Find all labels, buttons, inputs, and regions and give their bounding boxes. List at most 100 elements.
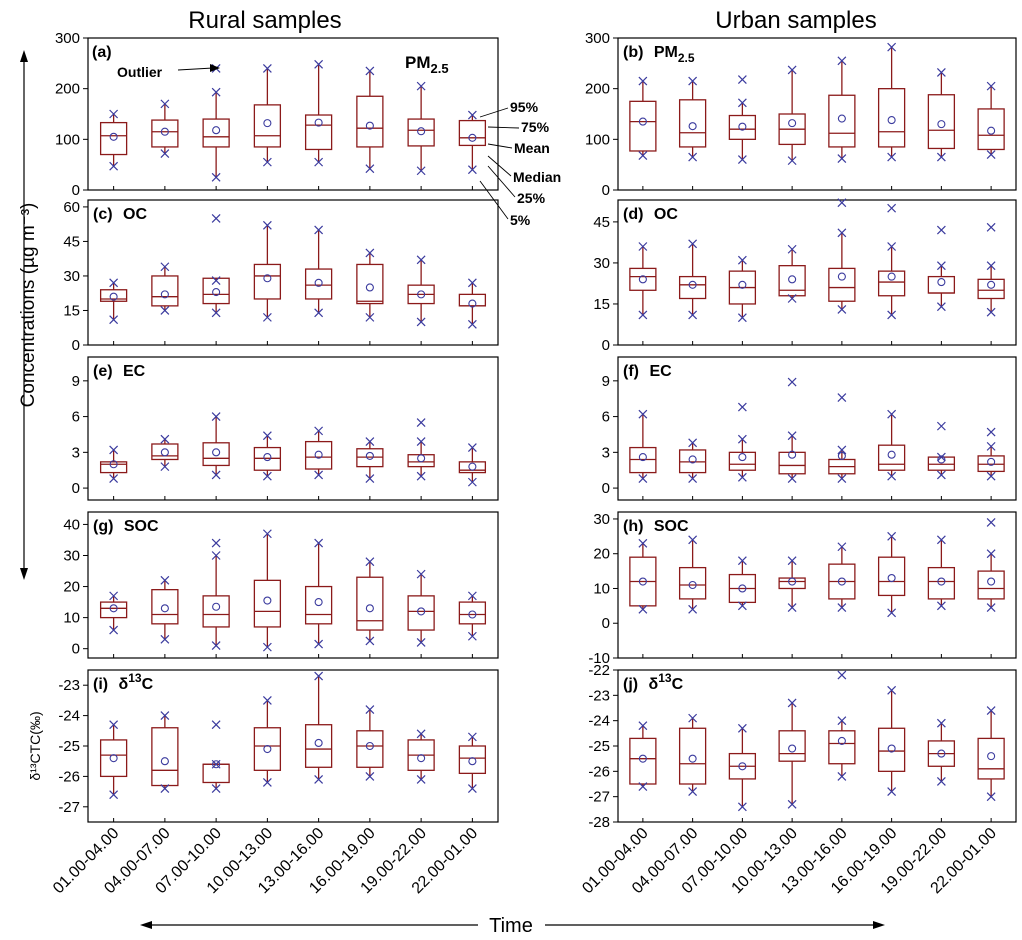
p95-marker (467, 591, 477, 601)
p5-marker (467, 165, 477, 175)
box-16.00-19.00 (356, 66, 384, 174)
annotation-pointer (487, 165, 516, 198)
box-22.00-01.00 (977, 261, 1005, 317)
box-iqr (202, 763, 230, 784)
p5-marker (986, 471, 996, 481)
p5-marker (837, 305, 847, 314)
box-iqr (304, 585, 333, 625)
mean-marker (887, 272, 896, 281)
mean-marker (638, 117, 647, 126)
p95-marker (365, 437, 375, 447)
y-tick-label: 0 (72, 480, 80, 497)
box-iqr (877, 270, 906, 297)
p5-marker (837, 771, 847, 781)
p95-note: 95% (510, 99, 539, 115)
left-column-title: Rural samples (188, 7, 341, 34)
box-01.00-04.00 (99, 109, 128, 171)
p5-marker (211, 470, 221, 480)
box-13.00-16.00 (304, 59, 333, 167)
p5-marker (737, 802, 747, 812)
mean-marker (788, 450, 797, 459)
p95-marker (416, 437, 426, 447)
mean-marker (109, 132, 118, 141)
box-16.00-19.00 (356, 557, 384, 646)
box-iqr (678, 727, 707, 785)
mean-marker (109, 292, 118, 301)
box-iqr (458, 601, 487, 625)
box-iqr (778, 451, 806, 475)
panel-label: (a) (92, 44, 112, 61)
panel-b: 0 100 200 300 (b) PM2.5 (585, 30, 1017, 199)
p5-marker (467, 631, 477, 641)
box-19.00-22.00 (407, 569, 435, 647)
p95-marker (365, 705, 375, 714)
y-tick-label: 0 (602, 615, 610, 632)
panel-label: (i) δ13C (93, 671, 154, 693)
outlier-marker (936, 225, 946, 235)
box-07.00-10.00 (728, 434, 757, 482)
p5-marker (887, 787, 897, 797)
box-22.00-01.00 (977, 549, 1005, 613)
box-10.00-13.00 (778, 65, 806, 166)
p95-marker (936, 535, 946, 545)
box-iqr (253, 579, 282, 628)
p5-marker (638, 604, 648, 614)
p95-marker (737, 98, 747, 108)
outlier-marker (837, 198, 847, 208)
box-iqr (151, 275, 179, 307)
y-tick-label: -24 (588, 713, 610, 730)
y-tick-label: 0 (72, 641, 80, 658)
p5-marker (109, 161, 119, 171)
box-iqr (304, 440, 333, 470)
box-16.00-19.00 (356, 437, 384, 483)
box-16.00-19.00 (877, 685, 906, 797)
panel-frame (87, 356, 499, 501)
p95-marker (416, 81, 426, 91)
box-19.00-22.00 (927, 535, 956, 611)
box-iqr (151, 727, 179, 787)
y-tick-label: -26 (588, 763, 610, 780)
p5-marker (837, 154, 847, 164)
mean-marker (417, 754, 426, 763)
p95-marker (467, 278, 477, 288)
y-tick-label: 20 (63, 579, 80, 596)
p5-marker (688, 604, 698, 614)
mean-marker (160, 127, 169, 136)
p5-marker (365, 771, 375, 781)
box-10.00-13.00 (778, 698, 806, 809)
p5-marker (314, 157, 324, 167)
p5-marker (467, 784, 477, 793)
mean-marker (987, 280, 996, 289)
box-iqr (458, 461, 487, 474)
box-19.00-22.00 (407, 437, 435, 481)
box-iqr (356, 576, 384, 631)
y-tick-label: 20 (593, 546, 610, 563)
y-tick-label: 200 (55, 81, 80, 98)
p95-marker (314, 426, 324, 436)
p5-marker (936, 470, 946, 480)
p95-marker (887, 409, 897, 419)
box-iqr (99, 289, 128, 302)
p95-marker (109, 445, 119, 455)
p95-marker (314, 225, 324, 235)
mean-marker (837, 451, 846, 460)
box-iqr (99, 461, 128, 474)
outlier-marker (737, 402, 747, 412)
p95-marker (688, 535, 698, 545)
box-10.00-13.00 (778, 431, 806, 483)
p95-marker (211, 412, 221, 422)
box-19.00-22.00 (407, 81, 435, 176)
p5-marker (365, 474, 375, 483)
mean-marker (738, 122, 747, 131)
box-iqr (458, 745, 487, 775)
panel-frame (617, 199, 1017, 346)
box-iqr (458, 119, 487, 147)
p95-marker (986, 706, 996, 715)
outlier-marker (986, 427, 996, 437)
y-tick-label: 6 (72, 409, 80, 426)
mean-marker (688, 122, 697, 131)
box-iqr (828, 267, 856, 302)
y-tick-label: 300 (55, 30, 80, 47)
box-10.00-13.00 (253, 529, 282, 652)
